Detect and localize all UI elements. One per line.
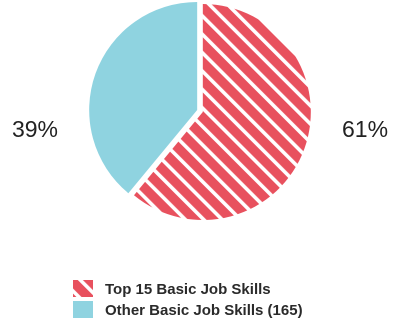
legend-swatch-other (73, 301, 93, 318)
pie-slice-other (89, 1, 198, 194)
pie-slices (89, 1, 311, 221)
slice-value-label-top-15: 61% (342, 116, 388, 142)
pie-slice-top-15 (133, 4, 311, 221)
legend-label-top-15: Top 15 Basic Job Skills (105, 281, 271, 298)
legend-item-top-15: Top 15 Basic Job Skills (73, 280, 271, 298)
legend-label-other: Other Basic Job Skills (165) (105, 302, 303, 319)
legend-item-other: Other Basic Job Skills (165) (73, 301, 303, 319)
pie-value-labels: 61% 39% (12, 116, 388, 142)
legend-swatch-top-15 (73, 280, 93, 297)
legend: Top 15 Basic Job Skills Other Basic Job … (73, 280, 303, 319)
slice-value-label-other: 39% (12, 116, 58, 142)
